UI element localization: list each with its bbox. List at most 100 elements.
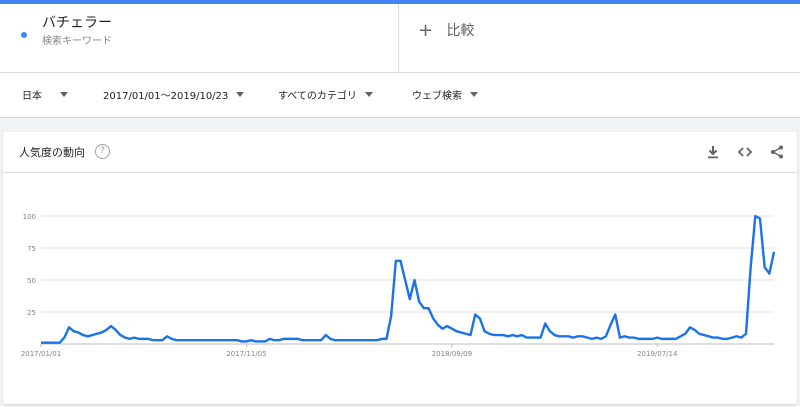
data-point[interactable]	[147, 338, 149, 340]
data-point[interactable]	[86, 335, 88, 337]
data-point[interactable]	[707, 335, 709, 337]
data-point[interactable]	[493, 334, 495, 336]
data-point[interactable]	[675, 338, 677, 340]
data-point[interactable]	[642, 338, 644, 340]
data-point[interactable]	[567, 335, 569, 337]
data-point[interactable]	[637, 338, 639, 340]
data-point[interactable]	[423, 307, 425, 309]
data-point[interactable]	[735, 335, 737, 337]
data-point[interactable]	[269, 338, 271, 340]
data-point[interactable]	[740, 336, 742, 338]
data-point[interactable]	[591, 338, 593, 340]
data-point[interactable]	[623, 335, 625, 337]
data-point[interactable]	[712, 336, 714, 338]
data-point[interactable]	[96, 333, 98, 335]
data-point[interactable]	[157, 339, 159, 341]
term-title[interactable]: バチェラー	[42, 15, 112, 31]
data-point[interactable]	[166, 335, 168, 337]
data-point[interactable]	[721, 338, 723, 340]
data-point[interactable]	[651, 338, 653, 340]
data-point[interactable]	[325, 334, 327, 336]
data-point[interactable]	[54, 342, 56, 344]
data-point[interactable]	[58, 342, 60, 344]
data-point[interactable]	[72, 330, 74, 332]
data-point[interactable]	[539, 336, 541, 338]
data-point[interactable]	[63, 336, 65, 338]
data-point[interactable]	[306, 339, 308, 341]
data-point[interactable]	[619, 336, 621, 338]
data-point[interactable]	[161, 339, 163, 341]
data-point[interactable]	[455, 330, 457, 332]
data-point[interactable]	[451, 327, 453, 329]
data-point[interactable]	[605, 335, 607, 337]
data-point[interactable]	[717, 336, 719, 338]
data-point[interactable]	[320, 339, 322, 341]
data-point[interactable]	[661, 338, 663, 340]
data-point[interactable]	[572, 336, 574, 338]
data-point[interactable]	[698, 333, 700, 335]
data-point[interactable]	[544, 322, 546, 324]
data-point[interactable]	[208, 339, 210, 341]
data-point[interactable]	[367, 339, 369, 341]
data-point[interactable]	[446, 325, 448, 327]
data-point[interactable]	[241, 340, 243, 342]
data-point[interactable]	[773, 251, 775, 253]
data-point[interactable]	[343, 339, 345, 341]
data-point[interactable]	[413, 279, 415, 281]
data-point[interactable]	[749, 266, 751, 268]
data-point[interactable]	[703, 334, 705, 336]
share-icon[interactable]	[769, 144, 785, 160]
data-point[interactable]	[726, 338, 728, 340]
category-dropdown[interactable]: すべてのカテゴリ	[278, 87, 373, 102]
data-point[interactable]	[465, 333, 467, 335]
data-point[interactable]	[129, 338, 131, 340]
embed-code-icon[interactable]	[737, 144, 753, 160]
data-point[interactable]	[217, 339, 219, 341]
data-point[interactable]	[521, 334, 523, 336]
data-point[interactable]	[759, 217, 761, 219]
data-point[interactable]	[633, 336, 635, 338]
search-term-card[interactable]: バチェラー 検索キーワード	[0, 4, 399, 72]
data-point[interactable]	[432, 317, 434, 319]
data-point[interactable]	[334, 339, 336, 341]
data-point[interactable]	[516, 335, 518, 337]
search-type-dropdown[interactable]: ウェブ検索	[412, 87, 478, 102]
data-point[interactable]	[77, 331, 79, 333]
data-point[interactable]	[236, 339, 238, 341]
data-point[interactable]	[100, 331, 102, 333]
data-point[interactable]	[553, 334, 555, 336]
data-point[interactable]	[385, 338, 387, 340]
data-point[interactable]	[259, 340, 261, 342]
data-point[interactable]	[600, 338, 602, 340]
data-point[interactable]	[222, 339, 224, 341]
data-point[interactable]	[628, 336, 630, 338]
data-point[interactable]	[283, 338, 285, 340]
data-point[interactable]	[693, 329, 695, 331]
data-point[interactable]	[409, 298, 411, 300]
download-icon[interactable]	[705, 144, 721, 160]
data-point[interactable]	[264, 340, 266, 342]
data-point[interactable]	[315, 339, 317, 341]
series-line[interactable]	[41, 214, 776, 344]
data-point[interactable]	[745, 333, 747, 335]
data-point[interactable]	[469, 334, 471, 336]
data-point[interactable]	[609, 324, 611, 326]
data-point[interactable]	[133, 336, 135, 338]
data-point[interactable]	[152, 339, 154, 341]
data-point[interactable]	[278, 339, 280, 341]
data-point[interactable]	[679, 335, 681, 337]
data-point[interactable]	[348, 339, 350, 341]
data-point[interactable]	[194, 339, 196, 341]
data-point[interactable]	[115, 329, 117, 331]
help-icon[interactable]: ?	[95, 144, 110, 159]
data-point[interactable]	[614, 313, 616, 315]
data-point[interactable]	[180, 339, 182, 341]
data-point[interactable]	[311, 339, 313, 341]
data-point[interactable]	[656, 336, 658, 338]
data-point[interactable]	[754, 215, 756, 217]
data-point[interactable]	[507, 335, 509, 337]
data-point[interactable]	[357, 339, 359, 341]
data-point[interactable]	[460, 331, 462, 333]
data-point[interactable]	[441, 327, 443, 329]
data-point[interactable]	[250, 339, 252, 341]
